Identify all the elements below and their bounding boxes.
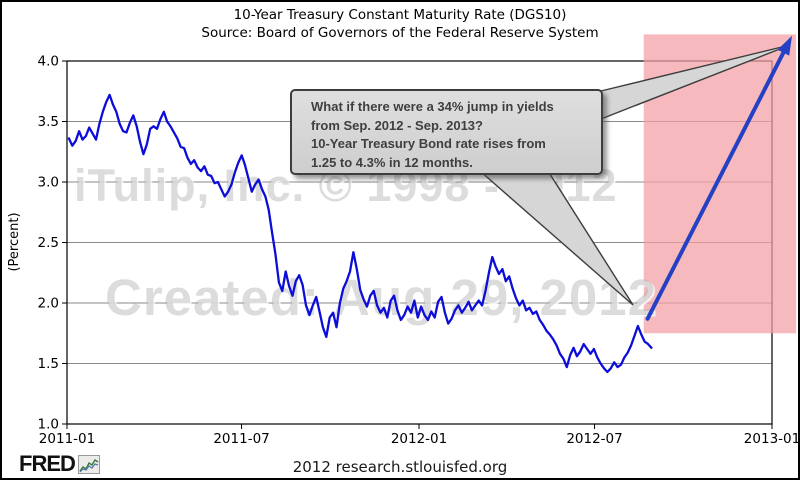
y-tick-label: 2.5 [38, 235, 59, 251]
fred-logo-text: FRED [19, 451, 76, 476]
fred-logo: FRED [19, 453, 100, 475]
footer-credit: 2012 research.stlouisfed.org [292, 458, 508, 476]
y-tick-label: 4.0 [38, 54, 59, 70]
y-tick-label: 3.5 [38, 114, 59, 130]
projection-highlight-region [643, 34, 797, 334]
x-tick-label: 2013-01 [744, 431, 800, 447]
callout-pointer [600, 44, 791, 121]
callout-line-1: What if there were a 34% jump in yields [311, 99, 554, 114]
callout-line-2: from Sep. 2012 - Sep. 2013? [311, 117, 483, 133]
y-tick-label: 1.0 [38, 417, 59, 433]
chart-subtitle: Source: Board of Governors of the Federa… [201, 25, 599, 41]
y-tick-label: 1.5 [38, 356, 59, 372]
y-axis-label: (Percent) [7, 212, 22, 271]
x-tick-label: 2012-07 [566, 431, 622, 447]
annotation-callout: What if there were a 34% jump in yields … [290, 89, 603, 175]
y-tick-label: 3.0 [38, 175, 59, 191]
x-tick-label: 2011-01 [39, 431, 95, 447]
y-tick-label: 2.0 [38, 296, 59, 312]
chart-title: 10-Year Treasury Constant Maturity Rate … [233, 7, 567, 23]
x-tick-label: 2011-07 [213, 431, 269, 447]
callout-line-3: 10-Year Treasury Bond rate rises from [311, 136, 546, 151]
x-tick-label: 2012-01 [391, 431, 447, 447]
projection-arrow-shaft [645, 40, 791, 321]
callout-line-4: 1.25 to 4.3% in 12 months. [311, 154, 473, 170]
watermark-created: Created: Aug 29, 2012 [105, 269, 657, 326]
fred-sparkline-icon [77, 454, 100, 474]
